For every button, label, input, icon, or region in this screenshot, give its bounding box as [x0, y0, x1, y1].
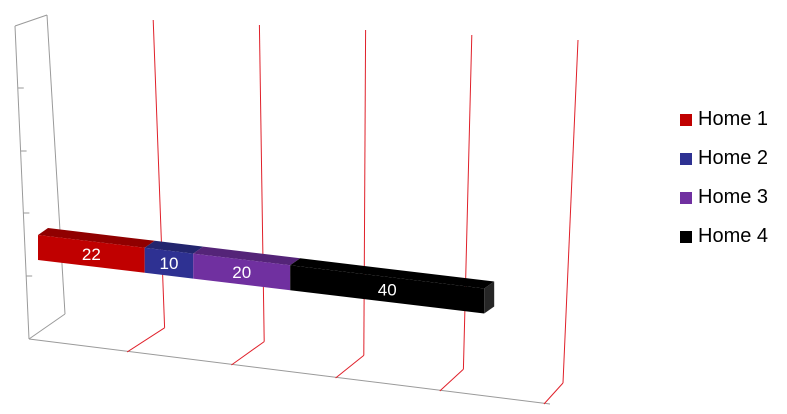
gridline-vertical [562, 39, 579, 384]
gridline-vertical [152, 19, 166, 328]
data-label-4: 40 [378, 280, 397, 299]
bar-top-3 [193, 246, 301, 266]
legend: Home 1 Home 2 Home 3 Home 4 [680, 100, 768, 256]
legend-label-home-2: Home 2 [698, 147, 769, 169]
wall-top-edge [14, 14, 48, 27]
gridline-floor [543, 382, 564, 405]
legend-swatch-home-3 [680, 191, 692, 204]
floor-left-edge [28, 313, 66, 340]
legend-item-home-4: Home 4 [680, 217, 768, 256]
legend-item-home-2: Home 2 [680, 139, 768, 178]
legend-label-home-1: Home 1 [698, 108, 769, 130]
legend-label-home-4: Home 4 [698, 225, 769, 247]
wall-back-edge [46, 14, 66, 315]
data-label-2: 10 [159, 254, 178, 273]
bar-segment-4 [290, 265, 485, 314]
bar-segments [38, 228, 495, 314]
bar-top-4 [290, 258, 495, 289]
legend-item-home-3: Home 3 [680, 178, 768, 217]
wall-left-edge [14, 25, 30, 340]
bar-segment-1 [38, 235, 145, 273]
bar-top-1 [38, 228, 155, 248]
bar-end-face [484, 281, 495, 314]
gridline-vertical [258, 24, 265, 342]
gridline-floor [126, 327, 165, 353]
gridline-floor [231, 341, 265, 366]
bar-top-2 [144, 240, 204, 254]
data-label-3: 20 [232, 263, 251, 282]
gridlines [126, 19, 579, 405]
chart-walls [14, 14, 551, 405]
legend-swatch-home-2 [680, 152, 692, 165]
legend-swatch-home-4 [680, 230, 692, 243]
legend-item-home-1: Home 1 [680, 100, 768, 139]
gridline-floor [439, 368, 464, 392]
gridline-floor [335, 355, 365, 379]
floor-front-edge [28, 338, 551, 405]
legend-swatch-home-1 [680, 113, 692, 126]
gridline-vertical [363, 29, 367, 356]
legend-label-home-3: Home 3 [698, 186, 769, 208]
gridline-vertical [462, 34, 473, 370]
bar-segment-3 [193, 253, 291, 291]
bar-segment-2 [144, 247, 194, 279]
data-label-1: 22 [82, 245, 101, 264]
data-labels: 22 10 20 40 [82, 245, 397, 300]
